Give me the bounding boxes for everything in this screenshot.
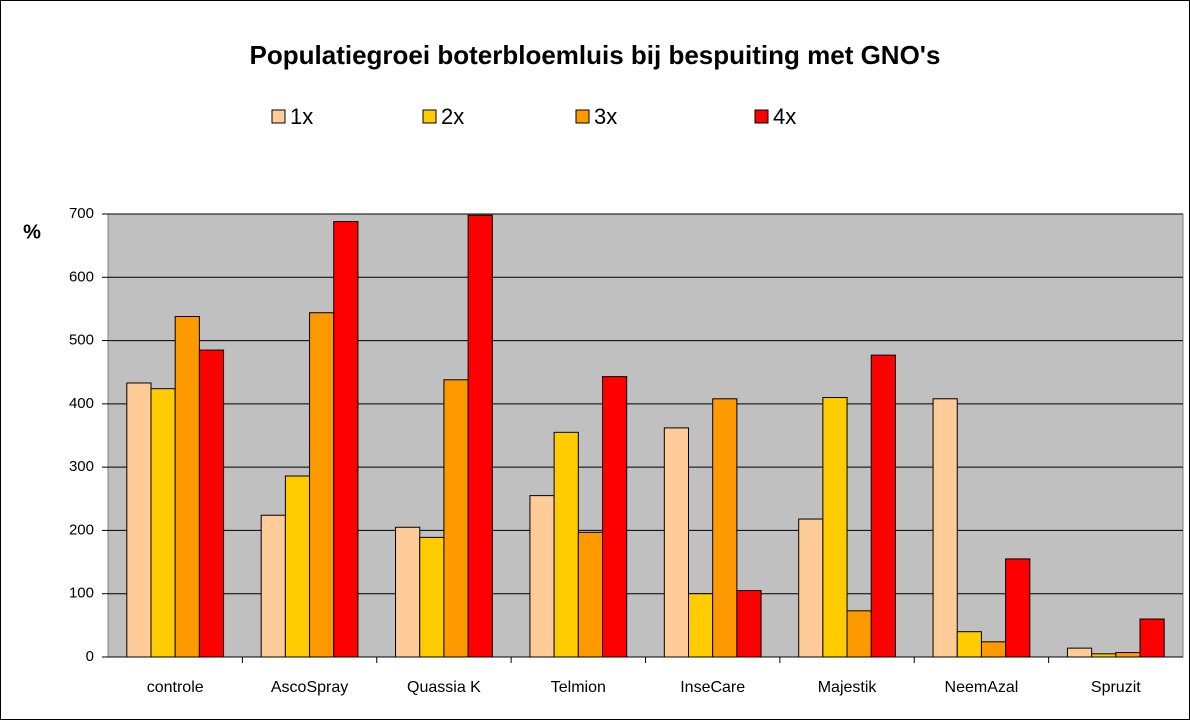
- bar: [1115, 652, 1141, 658]
- bar: [260, 514, 286, 658]
- bar: [956, 631, 982, 658]
- bar: [870, 354, 896, 658]
- bar: [467, 214, 493, 658]
- legend-swatch: [271, 109, 286, 124]
- bar: [284, 475, 311, 658]
- bar: [395, 526, 421, 658]
- x-tick-label: controle: [147, 679, 204, 696]
- y-tick-label: 300: [69, 458, 94, 475]
- legend-label: 3x: [594, 104, 617, 129]
- y-tick-label: 100: [69, 585, 94, 602]
- bar: [419, 536, 445, 658]
- x-tick-label: AscoSpray: [271, 679, 348, 696]
- bar: [712, 398, 738, 658]
- y-tick-label: 500: [69, 332, 94, 349]
- bar: [980, 641, 1007, 658]
- bar: [1005, 558, 1031, 658]
- x-tick-label: Majestik: [818, 679, 878, 696]
- y-tick-label: 700: [69, 205, 94, 222]
- legend-label: 4x: [773, 104, 796, 129]
- bar: [529, 495, 555, 658]
- y-tick-label: 400: [69, 395, 94, 412]
- bar: [577, 531, 603, 658]
- legend-swatch: [575, 109, 590, 124]
- bar: [736, 590, 762, 658]
- bar: [309, 312, 335, 658]
- legend-swatch: [422, 109, 437, 124]
- bar: [174, 316, 200, 658]
- bar: [602, 376, 628, 658]
- legend-label: 2x: [441, 104, 464, 129]
- y-tick-label: 0: [86, 648, 94, 665]
- bar: [150, 388, 176, 658]
- bar: [663, 427, 689, 658]
- bar: [688, 593, 714, 658]
- bar: [798, 518, 824, 658]
- bar: [443, 379, 469, 658]
- x-tick-label: NeemAzal: [945, 679, 1019, 696]
- legend-swatch: [754, 109, 769, 124]
- bar: [553, 431, 579, 658]
- bar: [126, 382, 152, 658]
- bar: [932, 398, 958, 658]
- bar: [1066, 647, 1093, 658]
- bar: [333, 221, 359, 658]
- y-axis-label: %: [23, 221, 41, 243]
- legend-label: 1x: [290, 104, 313, 129]
- x-tick-label: InseCare: [680, 679, 745, 696]
- x-tick-label: Quassia K: [407, 679, 481, 696]
- chart-title: Populatiegroei boterbloemluis bij bespui…: [250, 40, 941, 70]
- x-tick-label: Telmion: [551, 679, 606, 696]
- bar: [1139, 618, 1165, 658]
- y-tick-label: 200: [69, 521, 94, 538]
- bar: [822, 397, 848, 658]
- x-tick-label: Spruzit: [1091, 679, 1141, 696]
- y-tick-label: 600: [69, 268, 94, 285]
- bar: [846, 610, 872, 658]
- bar: [198, 349, 225, 658]
